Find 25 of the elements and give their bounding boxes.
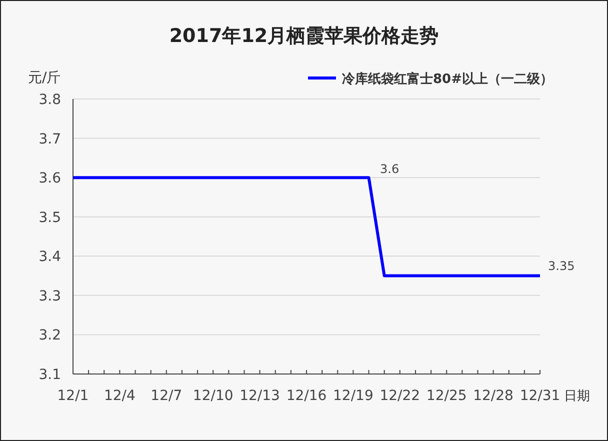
legend-label: 冷库纸袋红富士80#以上（一二级） <box>342 71 553 87</box>
y-tick-label: 3.7 <box>38 131 61 148</box>
x-tick-label: 12/10 <box>192 388 234 404</box>
x-tick-label: 12/16 <box>286 388 327 404</box>
x-tick-label: 12/7 <box>150 388 182 404</box>
x-tick-label: 12/25 <box>426 388 467 404</box>
x-tick-label: 12/4 <box>104 388 136 404</box>
y-tick-label: 3.8 <box>38 92 61 108</box>
y-tick-label: 3.3 <box>38 288 61 304</box>
y-tick-label: 3.2 <box>38 328 61 344</box>
x-tick-label: 12/31 <box>520 388 560 404</box>
y-tick-label: 3.6 <box>38 170 62 187</box>
y-tick-label: 3.4 <box>38 249 62 266</box>
annotation: 3.6 <box>380 162 400 176</box>
x-tick-label: 12/13 <box>240 388 280 404</box>
y-tick-label: 3.5 <box>38 210 61 226</box>
x-tick-label: 12/1 <box>57 388 89 404</box>
x-axis-title: 日期 <box>564 389 590 404</box>
chart-title: 2017年12月栖霞苹果价格走势 <box>169 25 439 47</box>
annotation: 3.35 <box>548 258 575 273</box>
x-tick-label: 12/28 <box>473 388 514 404</box>
y-tick-label: 3.1 <box>38 367 61 383</box>
x-tick-label: 12/19 <box>333 388 374 404</box>
y-axis-title: 元/斤 <box>28 70 61 86</box>
x-tick-label: 12/22 <box>380 388 420 404</box>
